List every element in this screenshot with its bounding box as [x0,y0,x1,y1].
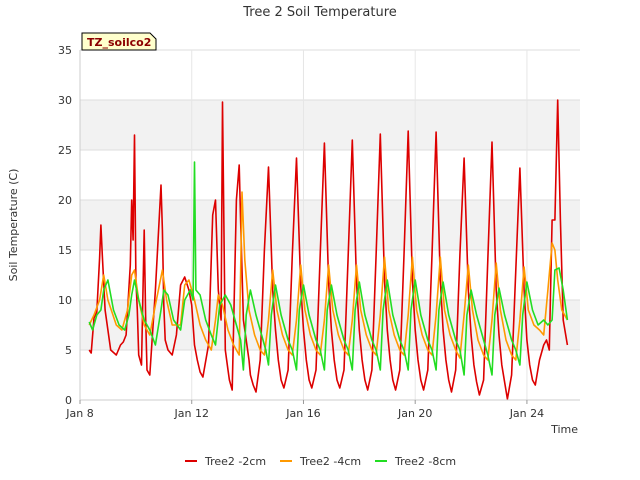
chart-title: Tree 2 Soil Temperature [242,5,397,20]
x-tick-label: Jan 16 [285,407,320,420]
y-tick-label: 10 [58,294,72,307]
y-tick-label: 30 [58,94,72,107]
axes [79,50,580,401]
site-label-box: TZ_soilco2 [81,32,157,51]
grid-band [80,200,580,250]
x-tick-labels: Jan 8 Jan 12 Jan 16 Jan 20 Jan 24 [65,400,544,420]
x-tick-label: Jan 12 [174,407,209,420]
legend-label: Tree2 -4cm [299,455,361,468]
y-tick-labels: 0 5 10 15 20 25 30 35 [58,44,72,407]
y-tick-label: 35 [58,44,72,57]
grid-lines [79,49,580,401]
plot-background [80,50,580,400]
y-tick-label: 15 [58,244,72,257]
site-label: TZ_soilco2 [87,36,151,49]
legend: Tree2 -2cm Tree2 -4cm Tree2 -8cm [185,455,456,468]
series-line-2 [88,191,569,361]
y-tick-label: 20 [58,194,72,207]
series-line-3 [88,161,569,376]
legend-item-2: Tree2 -4cm [280,455,361,468]
series-layer [88,99,569,400]
y-tick-label: 5 [65,344,72,357]
x-tick-label: Jan 20 [397,407,432,420]
legend-label: Tree2 -8cm [394,455,456,468]
legend-item-3: Tree2 -8cm [375,455,456,468]
x-tick-label: Jan 24 [509,407,544,420]
y-tick-label: 0 [65,394,72,407]
x-tick-label: Jan 8 [65,407,93,420]
x-axis-label: Time [550,423,578,436]
y-axis-label: Soil Temperature (C) [7,169,20,282]
grid-band [80,100,580,150]
y-tick-label: 25 [58,144,72,157]
legend-item-1: Tree2 -2cm [185,455,266,468]
site-label-background [81,32,157,51]
legend-label: Tree2 -2cm [204,455,266,468]
series-line-1 [88,99,569,400]
